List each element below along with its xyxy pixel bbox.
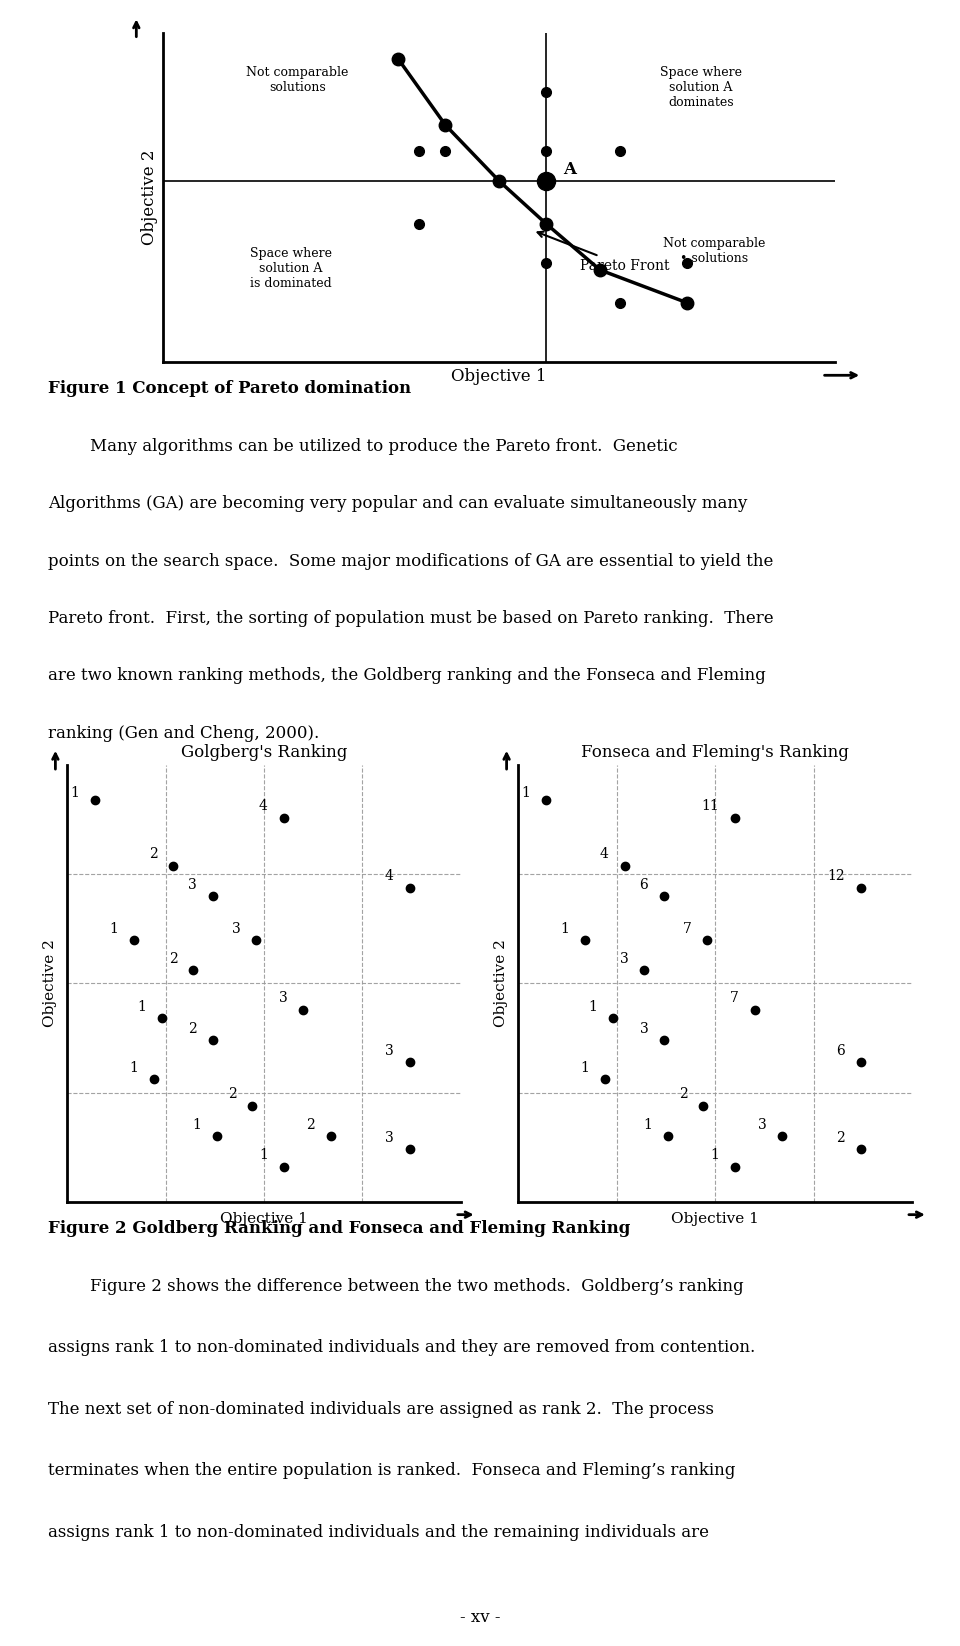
Text: terminates when the entire population is ranked.  Fonseca and Fleming’s ranking: terminates when the entire population is… (48, 1463, 735, 1480)
Text: 1: 1 (710, 1149, 719, 1162)
Y-axis label: Objective 2: Objective 2 (494, 940, 508, 1027)
Text: Algorithms (GA) are becoming very popular and can evaluate simultaneously many: Algorithms (GA) are becoming very popula… (48, 495, 748, 512)
Text: 3: 3 (278, 991, 288, 1006)
Text: 1: 1 (109, 922, 118, 935)
Text: 1: 1 (588, 1001, 597, 1014)
Text: Space where
solution A
dominates: Space where solution A dominates (660, 66, 742, 109)
Text: 1: 1 (259, 1149, 268, 1162)
Text: 1: 1 (521, 787, 530, 800)
Text: 2: 2 (228, 1088, 236, 1101)
Text: 3: 3 (639, 1022, 648, 1035)
Text: Pareto Front: Pareto Front (538, 232, 669, 273)
Text: 4: 4 (259, 800, 268, 813)
Text: assigns rank 1 to non-dominated individuals and the remaining individuals are: assigns rank 1 to non-dominated individu… (48, 1524, 709, 1541)
Text: 6: 6 (639, 877, 648, 892)
Text: Figure 1 Concept of Pareto domination: Figure 1 Concept of Pareto domination (48, 380, 411, 397)
Text: 3: 3 (385, 1044, 394, 1058)
Text: - xv -: - xv - (460, 1610, 500, 1626)
Text: Space where
solution A
is dominated: Space where solution A is dominated (250, 247, 332, 290)
Text: Not comparable
• solutions: Not comparable • solutions (663, 237, 765, 265)
Text: The next set of non-dominated individuals are assigned as rank 2.  The process: The next set of non-dominated individual… (48, 1401, 714, 1417)
Title: Golgberg's Ranking: Golgberg's Ranking (180, 744, 348, 760)
Y-axis label: Objective 2: Objective 2 (141, 150, 157, 245)
Text: 4: 4 (385, 869, 394, 884)
Text: 2: 2 (679, 1088, 687, 1101)
Text: 4: 4 (600, 848, 609, 861)
Text: ranking (Gen and Cheng, 2000).: ranking (Gen and Cheng, 2000). (48, 724, 320, 742)
Text: assigns rank 1 to non-dominated individuals and they are removed from contention: assigns rank 1 to non-dominated individu… (48, 1340, 756, 1356)
Text: 2: 2 (188, 1022, 197, 1035)
Text: 3: 3 (757, 1118, 766, 1132)
Text: 1: 1 (581, 1062, 589, 1075)
Text: Not comparable
solutions: Not comparable solutions (247, 66, 348, 94)
Text: 2: 2 (149, 848, 157, 861)
Text: 1: 1 (561, 922, 569, 935)
Text: Pareto front.  First, the sorting of population must be based on Pareto ranking.: Pareto front. First, the sorting of popu… (48, 611, 774, 627)
X-axis label: Objective 1: Objective 1 (220, 1211, 308, 1226)
Text: 1: 1 (643, 1118, 652, 1132)
X-axis label: Objective 1: Objective 1 (671, 1211, 759, 1226)
Text: 3: 3 (620, 951, 629, 966)
Text: 6: 6 (836, 1044, 845, 1058)
Text: Many algorithms can be utilized to produce the Pareto front.  Genetic: Many algorithms can be utilized to produ… (48, 438, 678, 454)
Text: 7: 7 (683, 922, 691, 935)
Text: 2: 2 (306, 1118, 315, 1132)
Text: A: A (563, 161, 576, 178)
Text: points on the search space.  Some major modifications of GA are essential to yie: points on the search space. Some major m… (48, 553, 774, 570)
Text: 2: 2 (169, 951, 178, 966)
Text: 11: 11 (702, 800, 719, 813)
Text: 3: 3 (385, 1131, 394, 1146)
Text: 3: 3 (231, 922, 240, 935)
Text: are two known ranking methods, the Goldberg ranking and the Fonseca and Fleming: are two known ranking methods, the Goldb… (48, 668, 766, 685)
Text: 1: 1 (70, 787, 79, 800)
Title: Fonseca and Fleming's Ranking: Fonseca and Fleming's Ranking (581, 744, 850, 760)
Text: 12: 12 (828, 869, 845, 884)
Y-axis label: Objective 2: Objective 2 (43, 940, 57, 1027)
Text: 3: 3 (188, 877, 197, 892)
Text: 1: 1 (137, 1001, 146, 1014)
X-axis label: Objective 1: Objective 1 (451, 367, 547, 385)
Text: 2: 2 (836, 1131, 845, 1146)
Text: 1: 1 (192, 1118, 201, 1132)
Text: 1: 1 (130, 1062, 138, 1075)
Text: Figure 2 Goldberg Ranking and Fonseca and Fleming Ranking: Figure 2 Goldberg Ranking and Fonseca an… (48, 1220, 631, 1236)
Text: 7: 7 (730, 991, 739, 1006)
Text: Figure 2 shows the difference between the two methods.  Goldberg’s ranking: Figure 2 shows the difference between th… (48, 1277, 744, 1295)
